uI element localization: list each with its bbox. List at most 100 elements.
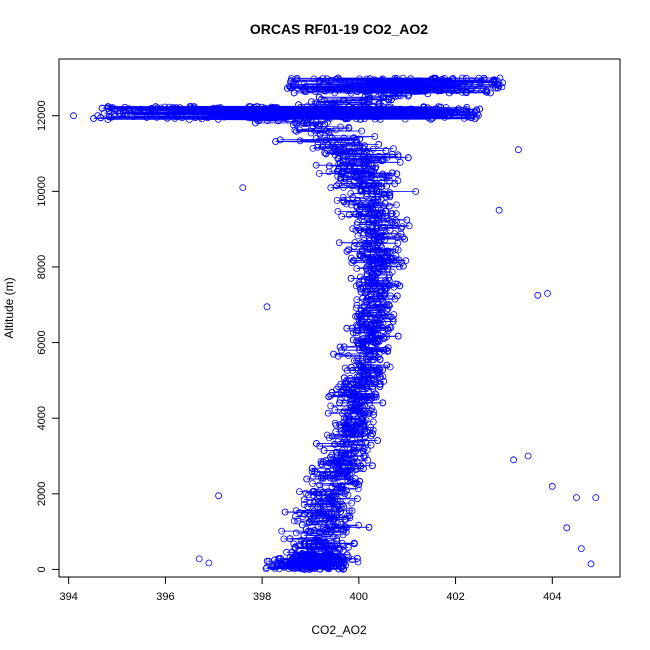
- data-point: [345, 414, 353, 422]
- data-point: [375, 248, 383, 256]
- data-point: [340, 134, 348, 142]
- data-point: [349, 194, 357, 201]
- data-point: [369, 430, 376, 438]
- data-point: [349, 157, 357, 165]
- data-point: [127, 110, 135, 118]
- data-point: [324, 105, 332, 112]
- data-point: [345, 165, 353, 172]
- data-point: [358, 187, 366, 195]
- data-point: [370, 282, 378, 290]
- data-point: [331, 548, 339, 555]
- data-point: [449, 82, 457, 90]
- data-point: [346, 408, 354, 415]
- data-point: [346, 470, 354, 478]
- data-point: [383, 182, 390, 190]
- data-point: [325, 162, 333, 170]
- data-point: [352, 210, 360, 218]
- data-point: [379, 75, 387, 83]
- data-point: [370, 408, 378, 416]
- data-point: [382, 147, 390, 155]
- data-point: [318, 461, 326, 469]
- data-point: [319, 472, 327, 480]
- data-point: [365, 257, 373, 265]
- data-point: [374, 113, 382, 121]
- x-axis: 394 396 398 400 402 404: [59, 576, 561, 603]
- data-point: [339, 193, 347, 201]
- data-point: [249, 112, 257, 120]
- data-point: [165, 103, 173, 111]
- data-point: [375, 238, 383, 246]
- data-point: [371, 76, 379, 84]
- data-point: [335, 383, 343, 391]
- data-point: [453, 84, 461, 92]
- data-point: [476, 79, 484, 86]
- data-point: [300, 496, 308, 504]
- data-point: [370, 175, 378, 183]
- data-point: [355, 521, 363, 529]
- data-point: [334, 167, 341, 175]
- data-point: [375, 100, 383, 108]
- data-point: [369, 418, 377, 426]
- data-point: [350, 357, 358, 365]
- data-point: [292, 529, 300, 537]
- data-point: [492, 84, 500, 92]
- data-point: [323, 528, 331, 536]
- y-axis: 0 2000 4000 6000 8000 10000 12000: [36, 100, 60, 573]
- data-point: [291, 544, 299, 551]
- data-point: [306, 499, 314, 507]
- data-point: [386, 248, 394, 255]
- data-point: [374, 324, 382, 332]
- data-point: [389, 105, 397, 112]
- data-point: [243, 110, 251, 118]
- data-point: [398, 259, 405, 266]
- data-point: [329, 517, 337, 525]
- data-point: [350, 443, 358, 451]
- data-point: [353, 357, 361, 365]
- data-point: [338, 212, 346, 220]
- data-point: [421, 108, 429, 116]
- data-point: [345, 124, 353, 132]
- data-point: [353, 182, 361, 190]
- data-point: [360, 229, 368, 237]
- data-point: [379, 373, 387, 380]
- data-point: [374, 81, 382, 89]
- data-point: [353, 555, 361, 562]
- data-point: [314, 84, 322, 92]
- data-point: [392, 106, 400, 113]
- data-point: [460, 115, 468, 122]
- data-point: [354, 322, 362, 330]
- x-tick-label: 394: [59, 591, 77, 603]
- data-point: [340, 503, 348, 511]
- data-point: [349, 257, 357, 264]
- data-point: [107, 104, 114, 112]
- data-point: [358, 382, 366, 390]
- data-point: [327, 552, 335, 560]
- data-point: [370, 393, 378, 401]
- data-point: [362, 371, 370, 379]
- data-point: [375, 319, 383, 327]
- data-point: [375, 219, 383, 227]
- data-point: [290, 517, 298, 525]
- data-point: [344, 352, 352, 359]
- data-point: [329, 533, 337, 541]
- data-point: [333, 535, 341, 543]
- data-point: [310, 487, 318, 495]
- data-point: [368, 334, 376, 341]
- data-point: [369, 301, 377, 309]
- data-point: [309, 480, 317, 487]
- data-point: [349, 366, 357, 374]
- data-point: [355, 373, 363, 381]
- data-point: [321, 149, 329, 157]
- data-point: [333, 84, 341, 92]
- data-point: [380, 346, 387, 354]
- data-point: [412, 108, 420, 116]
- data-point: [345, 211, 353, 219]
- data-point: [402, 257, 410, 265]
- data-point: [448, 75, 456, 83]
- data-point: [368, 284, 376, 292]
- data-point: [375, 364, 383, 372]
- data-point: [382, 231, 390, 239]
- data-point: [354, 485, 362, 493]
- data-point: [309, 144, 317, 152]
- data-point: [367, 325, 375, 333]
